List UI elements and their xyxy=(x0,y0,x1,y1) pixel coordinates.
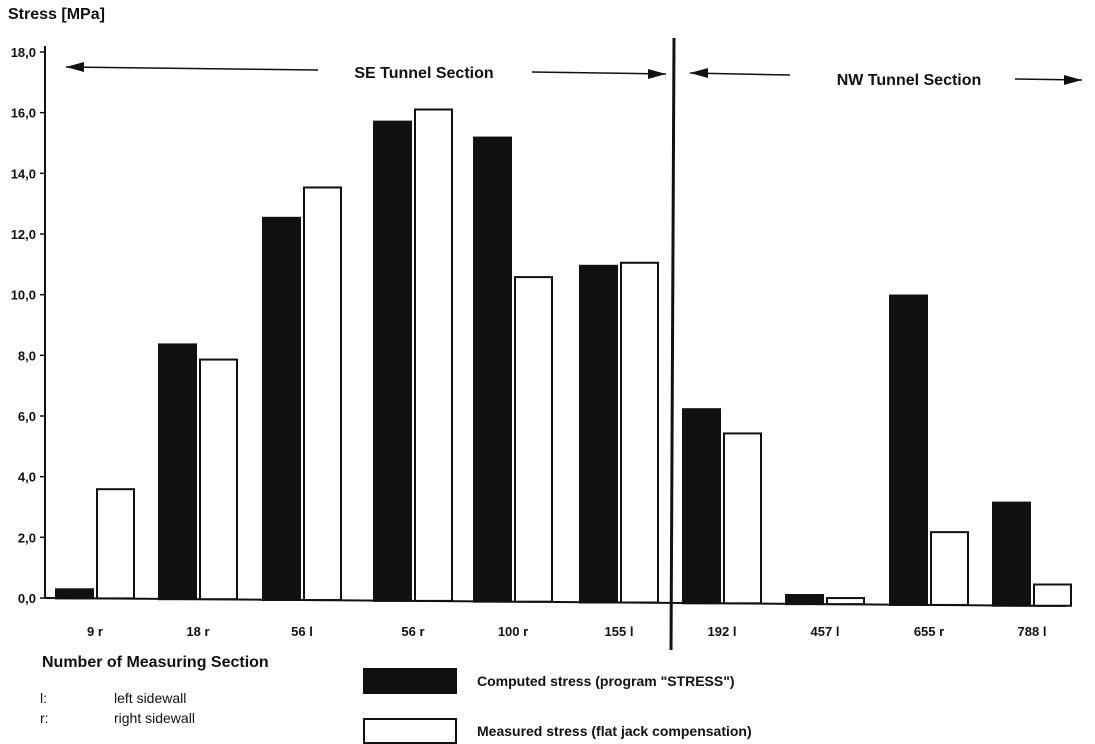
bar-measured xyxy=(199,358,238,601)
abbreviation-text: left sidewall xyxy=(114,690,187,706)
bar-computed xyxy=(785,594,824,606)
bar-computed xyxy=(889,294,928,606)
legend-swatch-measured xyxy=(363,718,457,744)
x-tick-label: 155 l xyxy=(605,624,634,639)
bar-computed xyxy=(373,120,412,602)
x-tick-label: 56 l xyxy=(291,624,313,639)
legend-item-computed: Computed stress (program "STRESS") xyxy=(363,668,735,694)
nw-arrow-left-head xyxy=(690,68,708,78)
bar-measured xyxy=(620,261,659,604)
chart-footer: Number of Measuring Section l: left sidew… xyxy=(0,650,1095,744)
y-tick-label: 6,0 xyxy=(18,409,36,424)
bar-computed xyxy=(158,343,197,601)
bar-computed xyxy=(579,264,618,604)
x-tick-label: 18 r xyxy=(186,624,209,639)
se-arrow-left-line xyxy=(65,66,319,71)
y-tick-label: 4,0 xyxy=(18,470,36,485)
bar-measured xyxy=(303,186,342,602)
abbreviation-key: l: xyxy=(40,690,47,706)
bar-computed xyxy=(262,216,301,602)
abbreviation-right: r: right sidewall xyxy=(40,710,195,726)
legend-label-measured: Measured stress (flat jack compensation) xyxy=(477,723,752,739)
x-tick-label: 192 l xyxy=(708,624,737,639)
bar-chart: 0,0 2,0 4,0 6,0 8,0 10,0 12,0 14,0 16,0 18,0 9 r 18… xyxy=(11,37,1083,650)
bar-computed xyxy=(992,501,1031,607)
abbreviation-text: right sidewall xyxy=(114,710,195,726)
nw-arrow-right-head xyxy=(1064,75,1082,85)
y-tick-label: 16,0 xyxy=(11,106,36,121)
bar-measured xyxy=(96,488,135,600)
bar-measured xyxy=(1033,583,1072,607)
bar-measured xyxy=(930,531,969,606)
y-tick-label: 8,0 xyxy=(18,348,36,363)
se-arrow-right-line xyxy=(531,71,667,75)
abbreviation-key: r: xyxy=(40,710,49,726)
legend-swatch-computed xyxy=(363,668,457,694)
legend-label-computed: Computed stress (program "STRESS") xyxy=(477,673,735,689)
bar-measured xyxy=(723,432,762,605)
bar-measured xyxy=(514,276,553,603)
x-tick-label: 100 r xyxy=(498,624,528,639)
nw-section-label: NW Tunnel Section xyxy=(837,72,982,89)
x-tick-label: 788 l xyxy=(1018,624,1047,639)
y-tick-label: 12,0 xyxy=(11,227,36,242)
x-tick-label: 56 r xyxy=(401,624,424,639)
bar-computed xyxy=(682,408,721,605)
y-tick-label: 18,0 xyxy=(11,45,36,60)
y-axis-title: Stress [MPa] xyxy=(8,6,105,23)
y-tick-label: 10,0 xyxy=(11,288,36,303)
se-section-label: SE Tunnel Section xyxy=(354,65,493,82)
bar-computed xyxy=(473,136,512,603)
y-tick-label: 0,0 xyxy=(18,591,36,606)
legend-item-measured: Measured stress (flat jack compensation) xyxy=(363,718,752,744)
x-axis-title: Number of Measuring Section xyxy=(42,654,269,671)
se-arrow-left-head xyxy=(66,62,84,72)
x-tick-label: 9 r xyxy=(87,624,103,639)
y-tick-label: 2,0 xyxy=(18,530,36,545)
se-arrow-right-head xyxy=(648,69,666,79)
x-tick-label: 655 r xyxy=(914,624,944,639)
bar-measured xyxy=(826,597,865,606)
x-tick-label: 457 l xyxy=(811,624,840,639)
section-divider xyxy=(669,37,676,650)
y-tick-label: 14,0 xyxy=(11,166,36,181)
abbreviation-left: l: left sidewall xyxy=(40,690,186,706)
bar-measured xyxy=(414,108,453,602)
bar-computed xyxy=(55,588,94,600)
